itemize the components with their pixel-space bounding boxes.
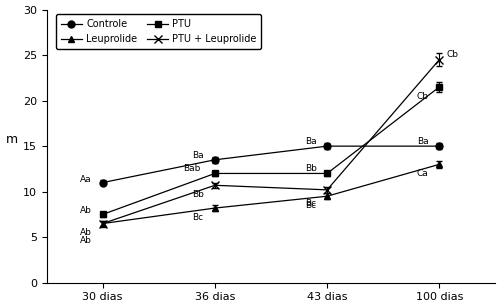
Text: Aa: Aa: [80, 175, 92, 184]
Text: Bc: Bc: [305, 200, 316, 209]
Legend: Controle, Leuprolide, PTU, PTU + Leuprolide: Controle, Leuprolide, PTU, PTU + Leuprol…: [56, 14, 262, 49]
Text: Ba: Ba: [417, 137, 428, 146]
Text: Ab: Ab: [80, 206, 92, 216]
Text: Ba: Ba: [192, 151, 204, 160]
Text: Bb: Bb: [305, 164, 317, 173]
Text: Bc: Bc: [192, 213, 203, 222]
Text: Bab: Bab: [183, 164, 201, 173]
Text: Cb: Cb: [417, 92, 429, 101]
Text: Cb: Cb: [446, 50, 458, 59]
Text: Bb: Bb: [192, 190, 204, 199]
Y-axis label: m: m: [6, 133, 18, 146]
Text: Ab: Ab: [80, 236, 92, 245]
Text: Ca: Ca: [417, 169, 429, 178]
Text: Ba: Ba: [305, 137, 316, 146]
Text: Bc: Bc: [305, 201, 316, 210]
Text: Ab: Ab: [80, 228, 92, 237]
